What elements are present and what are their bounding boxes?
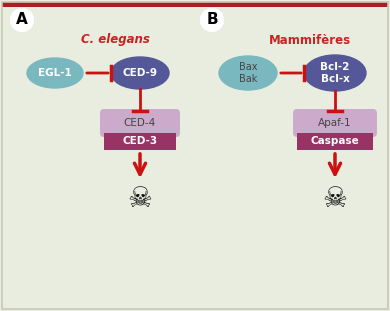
Circle shape (10, 8, 34, 32)
Ellipse shape (27, 58, 83, 88)
Text: Mammifères: Mammifères (269, 34, 351, 47)
Text: CED-3: CED-3 (122, 137, 158, 146)
Ellipse shape (111, 57, 169, 89)
FancyBboxPatch shape (297, 133, 373, 150)
FancyBboxPatch shape (293, 109, 377, 137)
Text: Caspase: Caspase (310, 137, 359, 146)
Text: A: A (16, 12, 28, 27)
Ellipse shape (219, 56, 277, 90)
Text: ☠: ☠ (323, 185, 347, 213)
FancyBboxPatch shape (100, 109, 180, 137)
Text: Apaf-1: Apaf-1 (318, 118, 352, 128)
Ellipse shape (304, 55, 366, 91)
Text: CED-4: CED-4 (124, 118, 156, 128)
Text: B: B (206, 12, 218, 27)
Text: C. elegans: C. elegans (81, 34, 149, 47)
FancyBboxPatch shape (2, 2, 388, 7)
Text: EGL-1: EGL-1 (38, 68, 72, 78)
Text: ☠: ☠ (128, 185, 152, 213)
FancyBboxPatch shape (104, 133, 176, 150)
Text: Bcl-2
Bcl-x: Bcl-2 Bcl-x (320, 62, 350, 84)
Text: CED-9: CED-9 (122, 68, 158, 78)
Circle shape (200, 8, 224, 32)
Text: Bax
Bak: Bax Bak (239, 62, 257, 84)
